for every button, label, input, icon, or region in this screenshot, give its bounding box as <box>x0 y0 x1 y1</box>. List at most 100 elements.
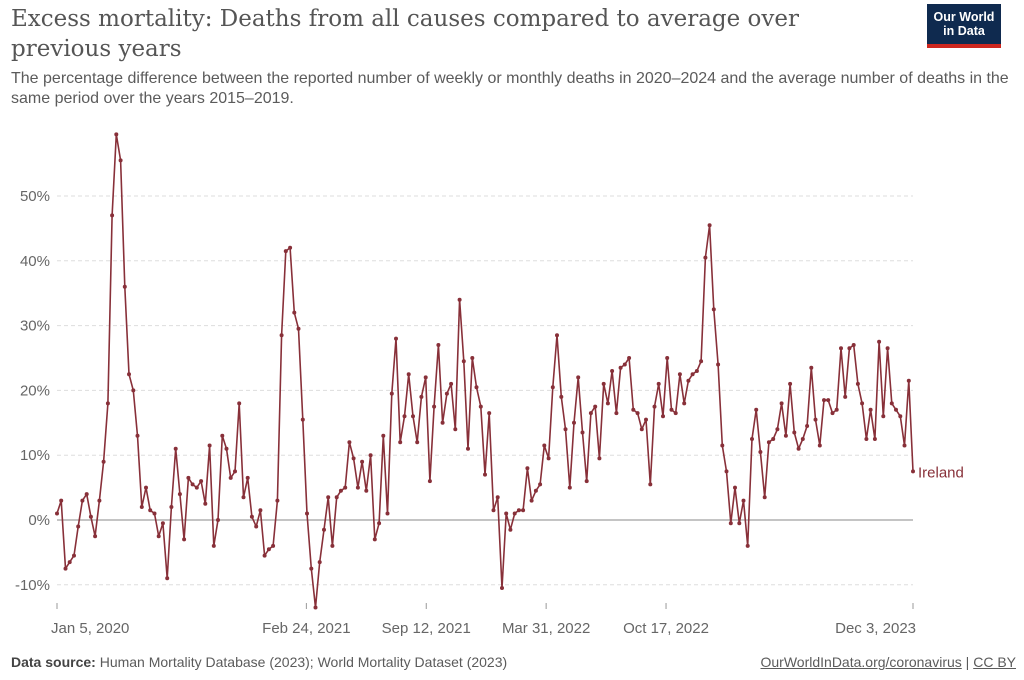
data-point <box>703 255 708 260</box>
data-point <box>101 459 106 464</box>
data-point <box>63 566 68 571</box>
data-point <box>656 381 661 386</box>
data-point <box>826 398 831 403</box>
data-point <box>330 543 335 548</box>
data-point <box>165 576 170 581</box>
data-point <box>152 511 157 516</box>
data-point <box>478 404 483 409</box>
data-point <box>550 385 555 390</box>
logo-line-2: in Data <box>943 24 985 38</box>
data-point <box>440 420 445 425</box>
data-point <box>906 378 911 383</box>
data-point <box>84 492 89 497</box>
data-point <box>182 537 187 542</box>
data-point <box>851 343 856 347</box>
data-point <box>707 223 712 228</box>
data-point <box>588 411 593 416</box>
data-point <box>453 427 458 432</box>
data-point <box>711 307 716 312</box>
data-point <box>76 524 81 529</box>
data-point <box>211 543 216 548</box>
data-point <box>173 446 178 451</box>
data-point <box>538 482 543 487</box>
data-point <box>228 475 233 480</box>
data-point <box>911 469 915 474</box>
license-link[interactable]: CC BY <box>973 654 1016 670</box>
data-point <box>673 411 678 416</box>
x-tick-label: Sep 12, 2021 <box>382 620 471 637</box>
data-point <box>648 482 653 487</box>
data-point <box>762 495 767 500</box>
data-point <box>805 424 810 428</box>
data-point <box>593 404 598 409</box>
data-point <box>326 495 331 500</box>
data-point <box>694 369 699 373</box>
data-point <box>661 414 665 419</box>
data-point <box>868 407 873 412</box>
chart-title: Excess mortality: Deaths from all causes… <box>11 6 799 62</box>
data-point <box>733 485 737 490</box>
y-tick-label: 50% <box>20 188 50 205</box>
x-tick-label: Feb 24, 2021 <box>262 620 350 637</box>
data-point <box>796 446 801 451</box>
y-tick-label: 20% <box>20 382 50 399</box>
data-point <box>783 433 788 438</box>
data-point <box>669 407 674 412</box>
data-point <box>381 433 386 438</box>
data-point <box>258 508 263 513</box>
series-ireland: Ireland <box>55 132 964 610</box>
data-point <box>436 343 441 347</box>
data-point <box>271 543 276 548</box>
data-point <box>275 498 280 503</box>
data-point <box>813 417 818 422</box>
data-point <box>525 466 530 471</box>
data-point <box>347 440 352 445</box>
data-point <box>305 511 309 516</box>
data-point <box>110 213 115 218</box>
data-point <box>720 443 725 448</box>
data-point <box>411 414 415 419</box>
source-link[interactable]: OurWorldInData.org/coronavirus <box>760 654 962 670</box>
data-point <box>860 401 865 406</box>
data-point <box>686 378 691 383</box>
data-point <box>444 391 449 396</box>
data-point <box>894 407 898 412</box>
data-point <box>190 482 195 487</box>
data-point <box>584 479 589 484</box>
data-point <box>343 485 348 490</box>
data-point <box>419 394 424 399</box>
data-point <box>144 485 148 490</box>
data-point <box>902 443 907 448</box>
y-tick-label: 0% <box>28 512 50 529</box>
data-point <box>512 511 517 516</box>
gridlines <box>57 195 913 586</box>
data-point <box>487 411 492 416</box>
y-axis-tick-labels: -10% 0% 10% 20% 30% 40% 50% <box>15 188 50 594</box>
data-point <box>139 505 144 509</box>
data-point <box>822 398 826 403</box>
owid-logo[interactable]: Our World in Data <box>927 4 1001 48</box>
data-point <box>394 336 398 341</box>
data-point <box>241 495 246 500</box>
data-point <box>88 514 93 519</box>
y-tick-label: -10% <box>15 577 50 594</box>
data-point <box>533 488 538 493</box>
data-point <box>800 437 805 441</box>
data-point <box>457 297 462 302</box>
data-point <box>406 372 411 377</box>
data-point <box>461 359 466 364</box>
data-point <box>830 411 835 416</box>
series-line <box>56 133 914 609</box>
data-point <box>80 498 85 503</box>
data-point <box>775 427 780 432</box>
data-point <box>237 401 242 406</box>
series-label: Ireland <box>918 464 964 481</box>
y-tick-label: 10% <box>20 447 50 464</box>
data-point <box>877 339 882 344</box>
data-point <box>665 356 670 360</box>
data-point <box>385 511 390 516</box>
x-tick-label: Jan 5, 2020 <box>51 620 129 637</box>
data-point <box>313 605 318 610</box>
data-point <box>855 381 860 386</box>
data-source-text: Human Mortality Database (2023); World M… <box>99 654 508 670</box>
